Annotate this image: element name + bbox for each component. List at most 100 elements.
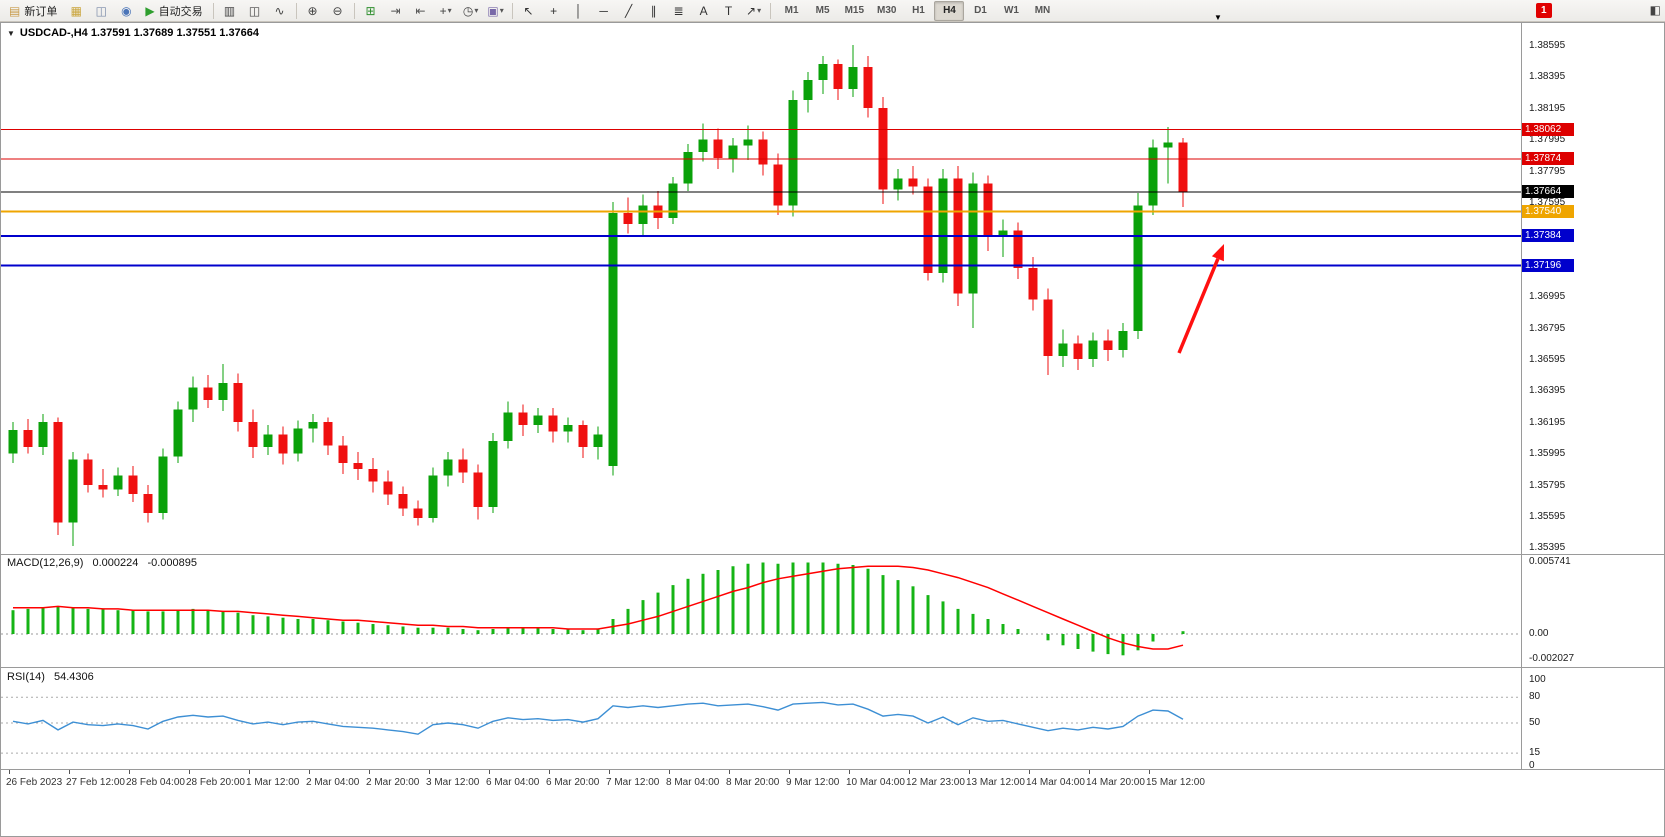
time-tick [9,770,10,774]
bar-chart-button[interactable]: ▥ [218,1,242,21]
time-tick [129,770,130,774]
arrows-button[interactable]: ↗ ▾ [742,1,766,21]
price-axis-label: 1.35395 [1529,542,1566,554]
time-axis-label: 10 Mar 04:00 [846,777,905,788]
charts-button[interactable]: ▦ [64,1,88,21]
zoom-out-button[interactable]: ⊖ [326,1,350,21]
one-click-trading-icon[interactable]: ▼ [7,28,15,38]
profiles-button[interactable]: ◫ [89,1,113,21]
zoom-out-icon: ⊖ [332,3,343,18]
horizontal-level-lines [1,129,1521,267]
time-tick [609,770,610,774]
crosshair-button[interactable]: + [542,1,566,21]
panel-splitter-time[interactable] [1,769,1664,770]
new-chart-button[interactable]: + ▾ [434,1,458,21]
macd-panel[interactable] [1,555,1521,667]
timeframe-h1-button[interactable]: H1 [912,5,925,16]
rsi-value: 54.4306 [53,671,94,683]
time-tick [1029,770,1030,774]
text-button[interactable]: A [692,1,716,21]
timeframe-m1-button[interactable]: M1 [784,5,799,16]
rsi-name: RSI(14) [7,671,45,683]
line-chart-button[interactable]: ∿ [268,1,292,21]
equidistant-channel-button[interactable]: ∥ [642,1,666,21]
chart-title: ▼ USDCAD-,H4 1.37591 1.37689 1.37551 1.3… [7,27,259,39]
periods-dropdown-icon[interactable]: ▾ [474,6,479,15]
toolbar-separator [212,2,214,19]
timeframe-w1-button[interactable]: W1 [1003,5,1019,16]
time-axis-label: 2 Mar 04:00 [306,777,360,788]
data-window-button[interactable]: ◉ [114,1,138,21]
time-axis-label: 27 Feb 12:00 [66,777,125,788]
templates-dropdown-icon[interactable]: ▾ [499,6,504,15]
auto-scroll-button[interactable]: ⇥ [384,1,408,21]
time-tick [969,770,970,774]
time-axis-label: 14 Mar 20:00 [1086,777,1145,788]
timeframe-d1-button[interactable]: D1 [974,5,987,16]
auto-trading-button[interactable]: ▶ 自动交易 [139,1,208,21]
price-axis-label: 1.35795 [1529,479,1566,491]
notifications-badge[interactable]: 1 [1536,3,1552,18]
new-order-button[interactable]: ▤ 新订单 [3,1,63,21]
price-axis-label: 1.37995 [1529,134,1566,146]
time-axis[interactable]: 26 Feb 2023 27 Feb 12:00 28 Feb 04:00 28 Fe… [1,770,1664,812]
zoom-in-icon: ⊕ [307,3,318,18]
panel-splitter-macd[interactable] [1,554,1664,555]
rsi-axis-label: 80 [1529,691,1541,703]
tile-windows-button[interactable]: ⊞ [359,1,383,21]
time-tick [369,770,370,774]
toolbar-separator [353,2,355,19]
horizontal-line-button[interactable]: ─ [592,1,616,21]
chart-shift-button[interactable]: ⇤ [409,1,433,21]
text-label-button[interactable]: T [717,1,741,21]
chart-context-caret-icon[interactable]: ▼ [1214,13,1222,22]
timeframe-group: M1 M5 M15 M30 H1 H4 D1 W1 MN [777,0,1058,21]
rsi-axis-label: 15 [1529,747,1541,759]
time-tick [69,770,70,774]
time-tick [669,770,670,774]
rsi-axis-label: 0 [1529,760,1535,771]
candlestick-chart-button[interactable]: ◫ [243,1,267,21]
cursor-button[interactable]: ↖ [517,1,541,21]
main-price-chart[interactable] [1,23,1521,554]
toolbar-edge-icon[interactable]: ◧ [1649,3,1661,17]
price-axis[interactable]: 1.38595 1.38395 1.38195 1.37995 1.37795 1.375… [1522,23,1662,791]
macd-axis-label: 0.005741 [1529,556,1571,567]
time-tick [309,770,310,774]
time-axis-label: 8 Mar 20:00 [726,777,780,788]
new-order-label: 新订单 [24,5,58,18]
new-chart-icon: + [439,3,447,18]
panel-splitter-rsi[interactable] [1,667,1664,668]
crosshair-icon: + [550,3,558,18]
timeframe-m15-button[interactable]: M15 [844,5,865,16]
candlestick-chart-icon: ◫ [248,3,261,18]
new-chart-dropdown-icon[interactable]: ▾ [447,6,452,15]
macd-signal-line [13,565,1184,650]
auto-trading-icon: ▶ [145,3,155,18]
periods-button[interactable]: ◷ ▾ [459,1,483,21]
timeframe-mn-button[interactable]: MN [1034,5,1051,16]
timeframe-h4-button[interactable]: H4 [934,0,965,21]
templates-button[interactable]: ▣ ▾ [484,1,508,21]
vertical-line-button[interactable]: │ [567,1,591,21]
time-axis-label: 3 Mar 12:00 [426,777,480,788]
time-axis-label: 7 Mar 12:00 [606,777,660,788]
timeframe-m5-button[interactable]: M5 [815,5,830,16]
time-tick [1149,770,1150,774]
price-marker-1.37540: 1.37540 [1522,204,1574,218]
timeframe-m30-button[interactable]: M30 [877,5,897,16]
time-axis-label: 15 Mar 12:00 [1146,777,1205,788]
text-icon: A [699,3,708,18]
rsi-panel[interactable] [1,668,1521,769]
price-axis-label: 1.36795 [1529,322,1566,334]
arrows-dropdown-icon[interactable]: ▾ [757,6,762,15]
fibonacci-button[interactable]: ≣ [667,1,691,21]
candlesticks [8,45,1188,546]
price-axis-label: 1.36995 [1529,291,1566,303]
zoom-in-button[interactable]: ⊕ [301,1,325,21]
trendline-button[interactable]: ╱ [617,1,641,21]
toolbar-separator [511,2,513,19]
horizontal-line-icon: ─ [599,3,608,18]
time-tick [849,770,850,774]
macd-histogram [11,562,1185,656]
